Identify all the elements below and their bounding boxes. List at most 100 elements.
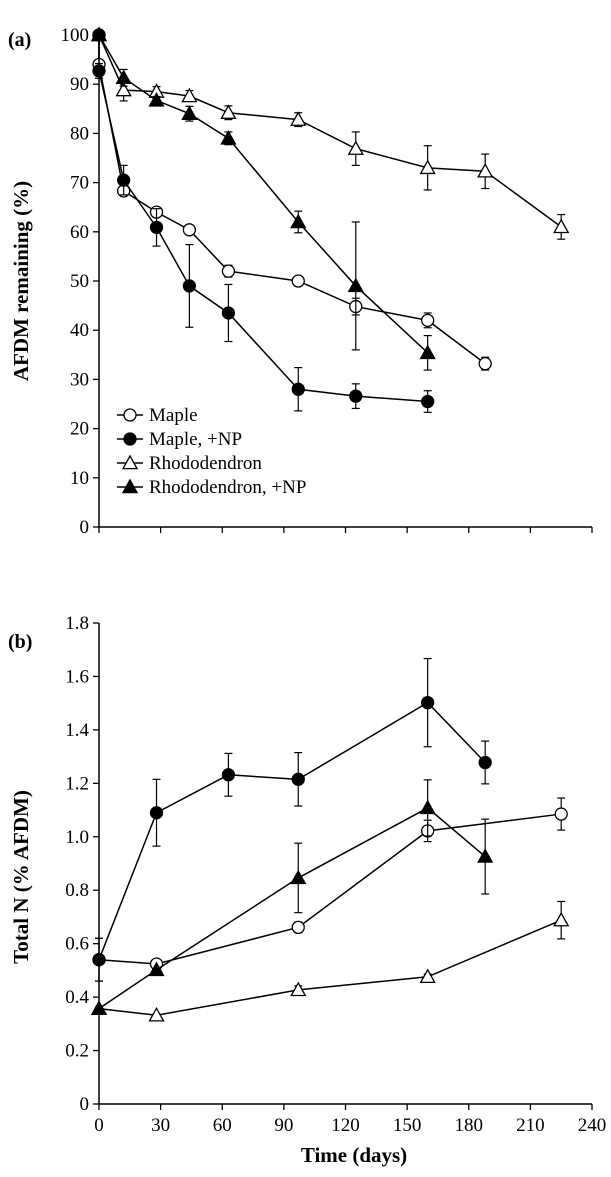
legend-label: Rhododendron, +NP [149, 477, 306, 498]
legend-item: Maple, +NP [117, 429, 242, 450]
x-tick-label: 60 [213, 1115, 232, 1136]
data-point [553, 911, 570, 927]
y-tick-label: 1.4 [65, 720, 89, 741]
data-point [290, 981, 307, 997]
y-tick-label: 70 [70, 173, 89, 194]
legend-item: Maple [117, 405, 198, 426]
y-tick-label: 10 [70, 468, 89, 489]
data-point [477, 848, 494, 863]
panel-b-label: (b) [8, 631, 32, 653]
data-point [290, 213, 307, 229]
y-tick-label: 80 [70, 123, 89, 144]
data-point [419, 344, 436, 360]
data-point [92, 953, 106, 967]
data-point [220, 104, 237, 119]
series-maple-np-a [92, 28, 435, 413]
data-point [478, 755, 492, 770]
x-tick-label: 90 [274, 1115, 293, 1136]
data-point [181, 105, 198, 120]
legend-label: Maple [149, 405, 198, 426]
data-point [421, 695, 435, 710]
data-point [419, 799, 436, 815]
series-line [98, 35, 428, 403]
data-point [349, 389, 363, 403]
series-maple-np-b [92, 657, 492, 982]
y-tick-label: 1.6 [65, 666, 89, 687]
data-point [347, 140, 364, 155]
data-point [291, 920, 305, 935]
legend-marker [121, 478, 139, 494]
series-rhododendron-b [90, 900, 570, 1022]
data-point [347, 277, 364, 293]
y-tick-label: 40 [70, 320, 89, 341]
y-tick-label: 100 [61, 25, 90, 46]
x-axis-title: Time (days) [301, 1143, 407, 1167]
y-tick-label: 60 [70, 222, 89, 243]
panel-b-ylabel: Total N (% AFDM) [9, 790, 33, 964]
data-point [182, 279, 197, 293]
data-point [117, 173, 131, 187]
data-point [419, 159, 436, 175]
y-tick-label: 0 [80, 517, 90, 538]
data-point [290, 869, 307, 885]
data-point [554, 807, 568, 821]
data-point [553, 218, 570, 234]
x-tick-label: 0 [94, 1115, 104, 1136]
data-point [92, 64, 106, 78]
y-tick-label: 0.8 [65, 880, 89, 901]
series-line [98, 919, 562, 1017]
x-tick-label: 240 [578, 1115, 607, 1136]
series-line [98, 701, 486, 960]
y-tick-label: 90 [70, 74, 89, 95]
data-point [149, 806, 164, 820]
y-tick-label: 30 [70, 369, 89, 390]
y-tick-label: 0.6 [65, 934, 89, 955]
panel-a-ylabel: AFDM remaining (%) [9, 181, 33, 381]
y-tick-label: 0 [80, 1094, 90, 1115]
legend-label: Maple, +NP [149, 429, 242, 450]
data-point [290, 111, 307, 126]
data-point [291, 772, 305, 786]
panel-a: (a) AFDM remaining (%) 0 10 20 30 40 50 60 70 80… [8, 25, 593, 538]
series-line [98, 34, 562, 228]
x-tick-label: 180 [455, 1115, 484, 1136]
legend-item: Rhododendron [117, 453, 262, 474]
x-tick-label: 120 [331, 1115, 360, 1136]
data-point [149, 220, 164, 235]
data-point [221, 306, 236, 320]
data-point [90, 26, 108, 42]
series-rhododendron-np-b [90, 779, 494, 1015]
series-maple-b [92, 797, 568, 982]
legend-marker [121, 454, 139, 470]
series-rhododendron-np-a [90, 26, 436, 371]
data-point [477, 162, 494, 178]
data-point [421, 394, 435, 409]
y-tick-label: 1.8 [65, 613, 89, 634]
legend-item: Rhododendron, +NP [117, 477, 306, 498]
data-point [148, 961, 165, 977]
legend-marker [123, 432, 137, 446]
series-line [98, 813, 562, 965]
data-point [115, 81, 132, 97]
data-point [90, 1000, 108, 1015]
data-point [478, 357, 492, 371]
data-point [148, 1006, 165, 1022]
data-point [291, 382, 305, 396]
data-point [221, 264, 236, 278]
series-line [98, 34, 429, 354]
data-point [115, 69, 132, 85]
data-point [182, 223, 197, 237]
x-tick-label: 30 [151, 1115, 170, 1136]
x-tick-label: 210 [516, 1115, 545, 1136]
data-point [221, 768, 236, 782]
data-point [291, 274, 305, 288]
y-tick-label: 0.2 [65, 1041, 89, 1062]
legend-marker [123, 408, 137, 422]
panel-a-label: (a) [8, 29, 31, 51]
series-rhododendron-a [90, 26, 570, 240]
panel-b: (b) Total N (% AFDM) 0 0.2 0.4 0.6 0.8 1.0 1.2… [8, 613, 606, 1136]
data-point [419, 968, 436, 984]
data-point [181, 87, 198, 103]
y-tick-label: 0.4 [65, 987, 89, 1008]
